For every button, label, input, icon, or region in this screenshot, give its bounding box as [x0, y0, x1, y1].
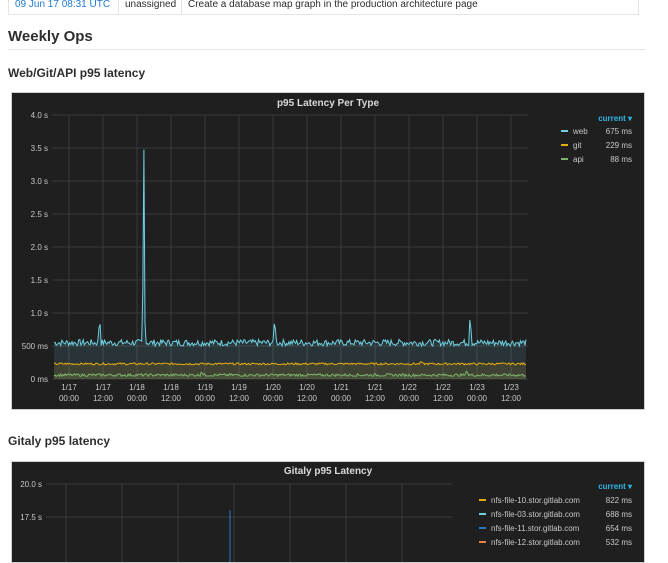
- issue-date-link[interactable]: 09 Jun 17 08:31 UTC: [9, 0, 119, 14]
- y-tick-label: 2.5 s: [31, 210, 48, 219]
- x-tick-time: 12:00: [297, 394, 318, 403]
- legend-name-nfs-file-03.stor.gitlab.com: nfs-file-03.stor.gitlab.com: [491, 510, 580, 519]
- legend-value-nfs-file-03.stor.gitlab.com: 688 ms: [606, 510, 632, 519]
- x-tick-date: 1/22: [401, 383, 417, 392]
- x-tick-date: 1/19: [231, 383, 247, 392]
- legend-swatch-nfs-file-12.stor.gitlab.com: [479, 541, 486, 543]
- x-tick-date: 1/20: [265, 383, 281, 392]
- legend-value-web: 675 ms: [606, 127, 632, 136]
- x-tick-date: 1/17: [95, 383, 111, 392]
- x-tick-date: 1/21: [367, 383, 383, 392]
- x-tick-date: 1/20: [299, 383, 315, 392]
- y-tick-label: 1.0 s: [31, 309, 48, 318]
- legend-name-web: web: [572, 127, 588, 136]
- x-tick-date: 1/23: [469, 383, 485, 392]
- y-tick-label: 0 ms: [31, 375, 48, 384]
- legend-swatch-nfs-file-11.stor.gitlab.com: [479, 527, 486, 529]
- y-tick-label: 2.0 s: [31, 243, 48, 252]
- legend-name-git: git: [573, 141, 582, 150]
- legend-name-nfs-file-10.stor.gitlab.com: nfs-file-10.stor.gitlab.com: [491, 496, 580, 505]
- gitaly-latency-chart-panel[interactable]: Gitaly p95 Latency 20.0 s 17.5 s current ▾ n…: [11, 461, 645, 563]
- legend-value-git: 229 ms: [606, 141, 632, 150]
- series-line-web: [53, 149, 527, 348]
- legend-swatch-api: [561, 158, 568, 160]
- web-latency-heading: Web/Git/API p95 latency: [8, 66, 146, 80]
- legend-header: current ▾: [598, 482, 633, 491]
- x-tick-time: 00:00: [59, 394, 80, 403]
- gitaly-latency-chart: Gitaly p95 Latency 20.0 s 17.5 s current ▾ n…: [20, 466, 633, 562]
- x-tick-date: 1/21: [333, 383, 349, 392]
- legend-header: current ▾: [598, 114, 633, 123]
- y-tick-label: 1.5 s: [31, 276, 48, 285]
- legend-value-nfs-file-10.stor.gitlab.com: 822 ms: [606, 496, 632, 505]
- y-tick-label: 4.0 s: [31, 111, 48, 120]
- y-tick-label: 20.0 s: [20, 480, 42, 489]
- issue-assignee: unassigned: [119, 0, 182, 14]
- x-tick-time: 12:00: [93, 394, 114, 403]
- legend-value-nfs-file-11.stor.gitlab.com: 654 ms: [606, 524, 632, 533]
- x-tick-time: 00:00: [467, 394, 488, 403]
- x-tick-time: 12:00: [229, 394, 250, 403]
- x-tick-date: 1/18: [129, 383, 145, 392]
- chart-title: Gitaly p95 Latency: [284, 466, 373, 477]
- y-tick-label: 3.5 s: [31, 144, 48, 153]
- x-tick-time: 00:00: [399, 394, 420, 403]
- series-area-api: [54, 371, 526, 379]
- series-line-git: [53, 361, 527, 366]
- series-line-api: [53, 370, 527, 378]
- legend-value-api: 88 ms: [610, 155, 632, 164]
- x-tick-time: 12:00: [161, 394, 182, 403]
- x-tick-time: 12:00: [365, 394, 386, 403]
- x-tick-date: 1/22: [435, 383, 451, 392]
- x-tick-time: 12:00: [501, 394, 522, 403]
- x-tick-time: 00:00: [331, 394, 352, 403]
- gitaly-latency-heading: Gitaly p95 latency: [8, 434, 111, 448]
- y-tick-label: 500 ms: [22, 342, 48, 351]
- x-tick-time: 12:00: [433, 394, 454, 403]
- y-tick-label: 3.0 s: [31, 177, 48, 186]
- web-latency-chart: p95 Latency Per Type 0 ms 500 ms 1.0 s 1.5 s…: [22, 98, 633, 403]
- x-tick-date: 1/18: [163, 383, 179, 392]
- issue-row: 09 Jun 17 08:31 UTC unassigned Create a …: [8, 0, 639, 15]
- legend-name-nfs-file-11.stor.gitlab.com: nfs-file-11.stor.gitlab.com: [491, 524, 580, 533]
- x-tick-date: 1/23: [503, 383, 519, 392]
- legend-swatch-nfs-file-10.stor.gitlab.com: [479, 499, 486, 501]
- series-area-git: [54, 361, 526, 379]
- issue-title: Create a database map graph in the produ…: [188, 0, 478, 10]
- y-tick-label: 17.5 s: [20, 513, 42, 522]
- chart-title: p95 Latency Per Type: [277, 98, 380, 109]
- legend-swatch-web: [561, 130, 568, 132]
- section-divider: [8, 49, 645, 50]
- x-tick-time: 00:00: [263, 394, 284, 403]
- web-latency-chart-panel[interactable]: p95 Latency Per Type 0 ms 500 ms 1.0 s 1.5 s…: [11, 92, 645, 410]
- x-tick-time: 00:00: [195, 394, 216, 403]
- x-tick-date: 1/19: [197, 383, 213, 392]
- legend-name-api: api: [573, 155, 584, 164]
- section-title: Weekly Ops: [8, 28, 93, 45]
- x-tick-date: 1/17: [61, 383, 77, 392]
- x-tick-time: 00:00: [127, 394, 148, 403]
- legend-swatch-nfs-file-03.stor.gitlab.com: [479, 513, 486, 515]
- series-area-web: [54, 149, 526, 379]
- legend-swatch-git: [561, 144, 568, 146]
